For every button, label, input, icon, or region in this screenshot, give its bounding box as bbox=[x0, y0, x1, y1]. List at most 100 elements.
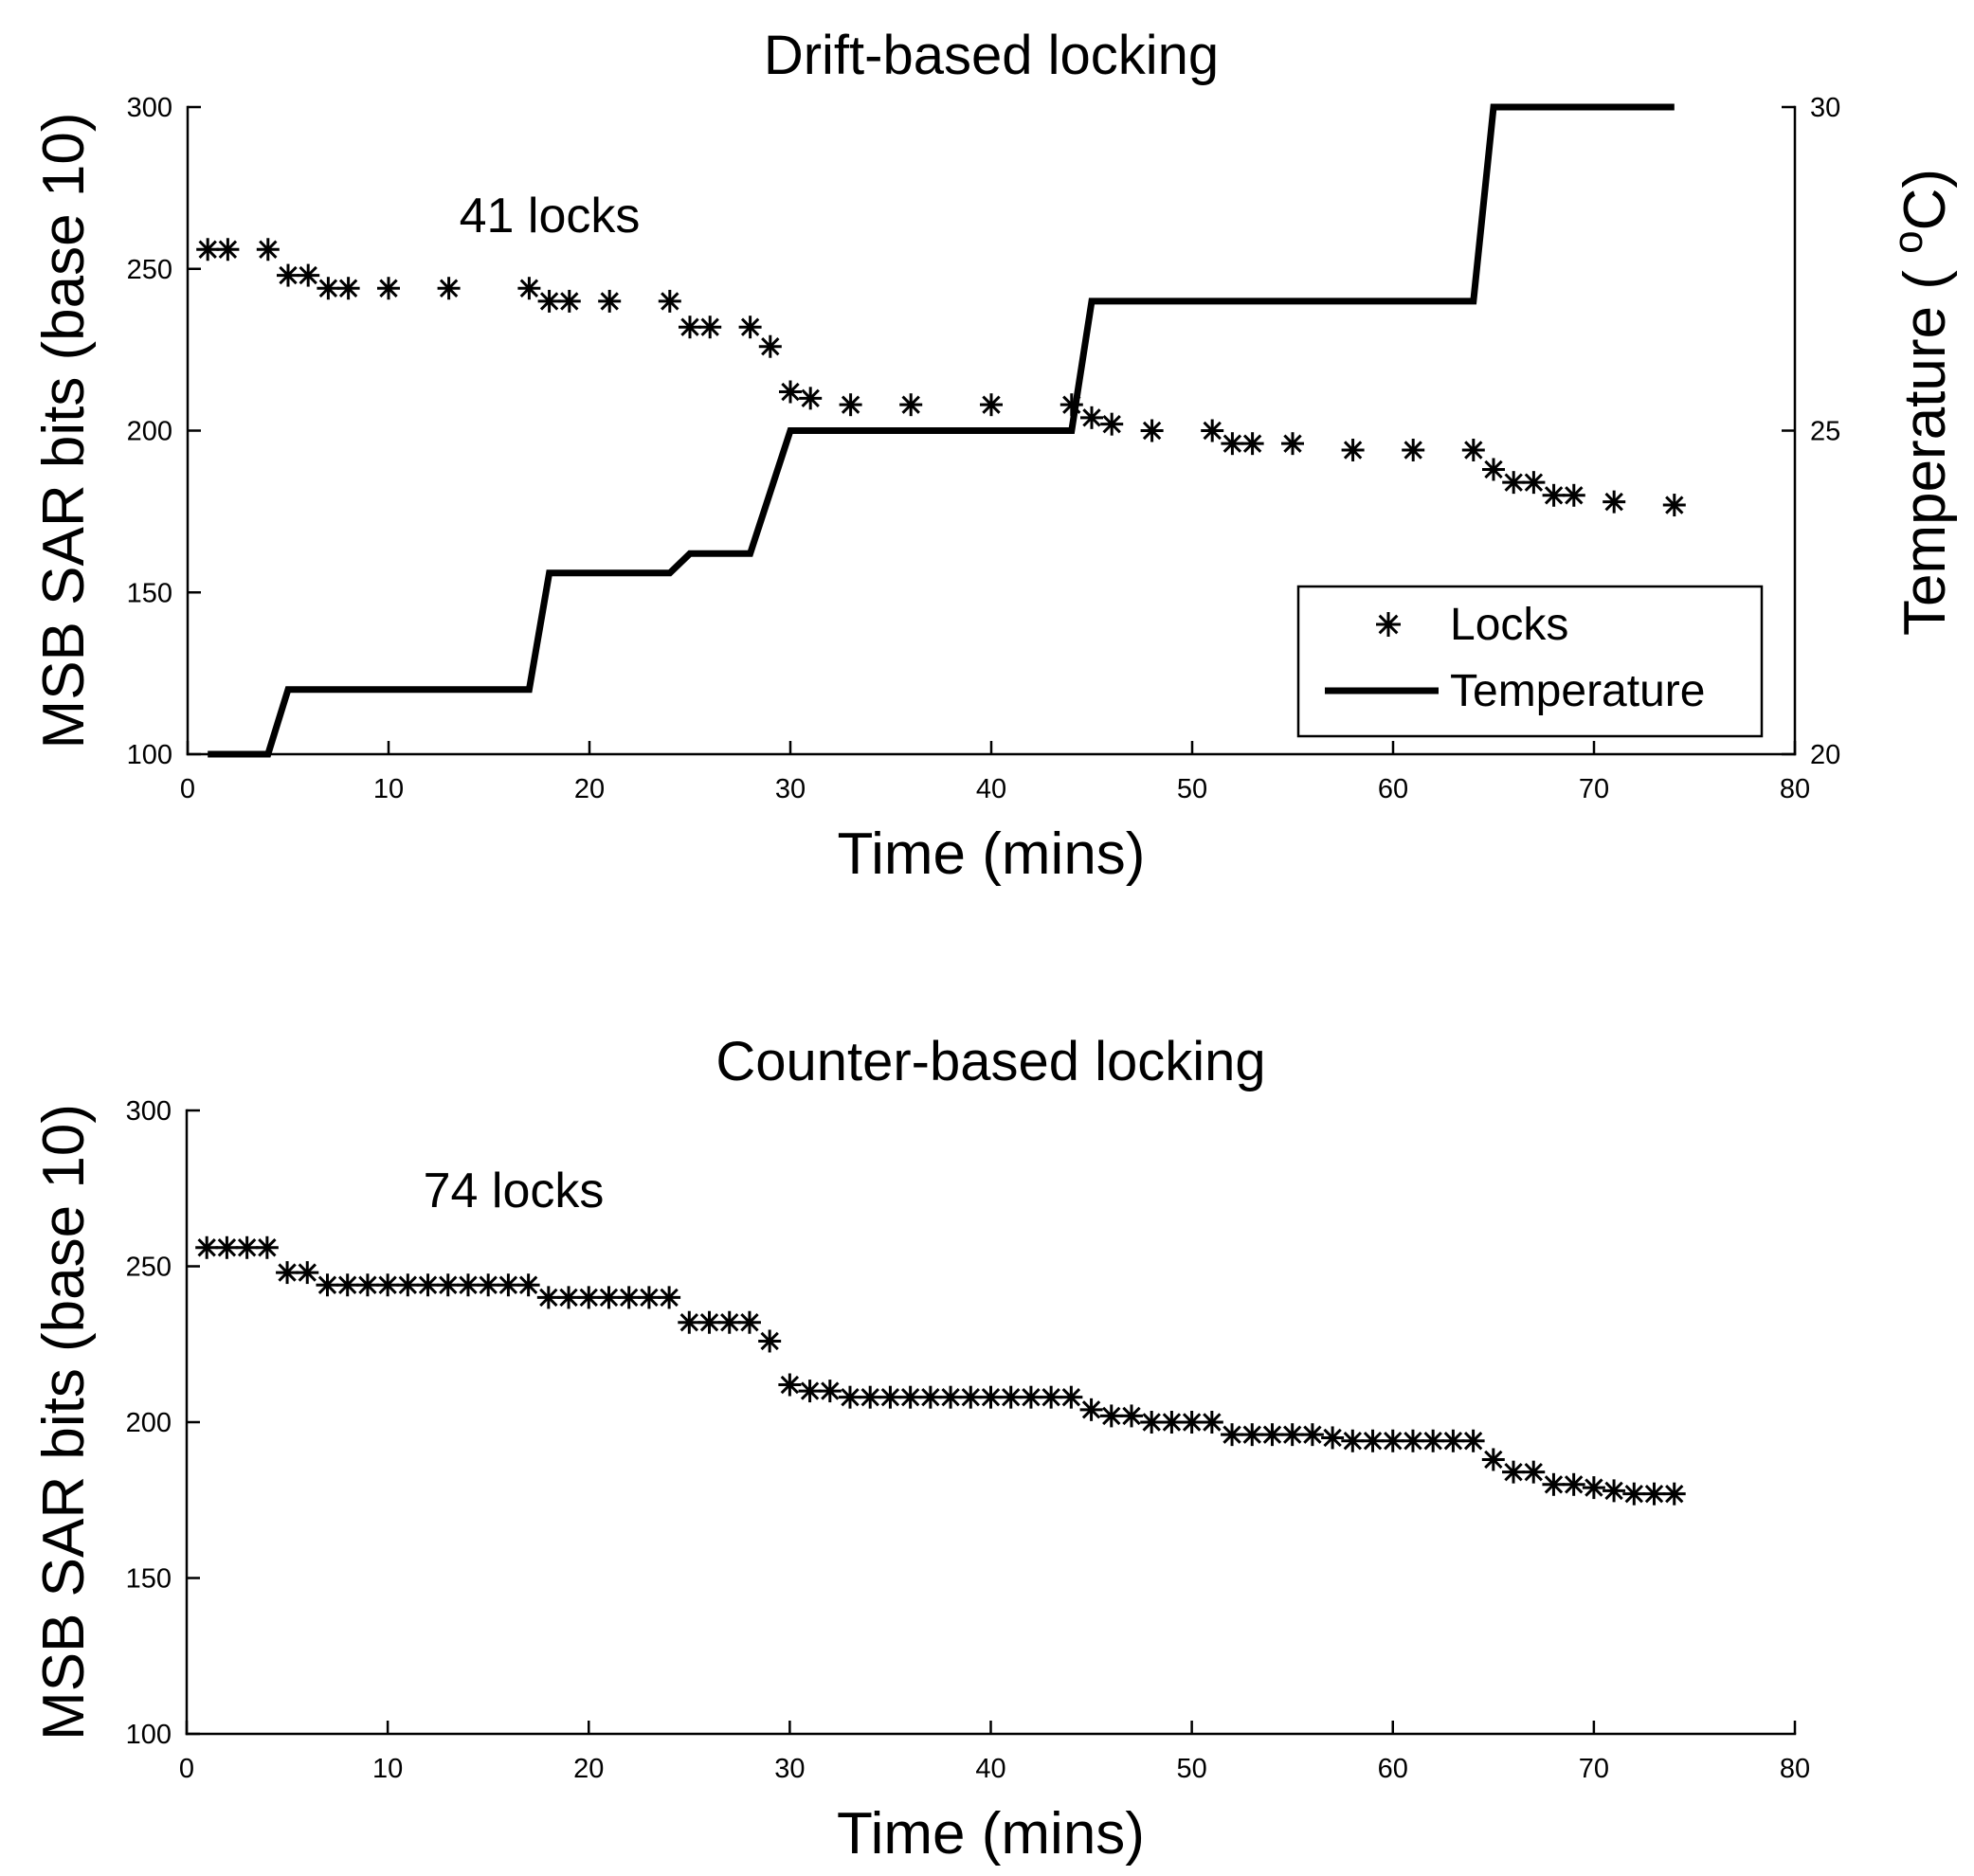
lock-point bbox=[1422, 1429, 1445, 1452]
asterisk-stroke bbox=[1384, 1432, 1403, 1451]
lock-point bbox=[1140, 419, 1164, 442]
lock-point bbox=[1461, 438, 1485, 461]
lock-point bbox=[1119, 1404, 1143, 1428]
lock-count-annotation: 41 locks bbox=[460, 189, 641, 244]
asterisk-stroke bbox=[1343, 1432, 1363, 1451]
x-tick-label: 0 bbox=[180, 774, 195, 804]
lock-point bbox=[818, 1380, 842, 1403]
lock-point bbox=[1059, 1385, 1083, 1409]
asterisk-stroke bbox=[338, 279, 358, 298]
x-tick-label: 50 bbox=[1176, 1754, 1206, 1784]
x-axis-label: Time (mins) bbox=[838, 821, 1146, 887]
lock-point bbox=[456, 1273, 480, 1297]
x-tick-label: 20 bbox=[574, 774, 605, 804]
lock-point bbox=[296, 1261, 319, 1285]
y-axis-right-label-superscript: o bbox=[1885, 230, 1931, 253]
asterisk-stroke bbox=[1665, 496, 1684, 514]
asterisk-stroke bbox=[1484, 460, 1503, 479]
lock-point bbox=[1281, 432, 1304, 456]
asterisk-stroke bbox=[258, 1238, 277, 1257]
lock-point bbox=[1482, 458, 1505, 481]
lock-point bbox=[355, 1273, 379, 1297]
lock-point bbox=[1622, 1482, 1646, 1506]
y-axis-right-label-text: Temperature ( bbox=[1893, 254, 1958, 636]
lock-point bbox=[1401, 1429, 1424, 1452]
lock-point bbox=[637, 1286, 661, 1309]
asterisk-stroke bbox=[1363, 1432, 1383, 1451]
lock-point bbox=[557, 1286, 581, 1309]
asterisk-stroke bbox=[1404, 1432, 1422, 1451]
x-tick-label: 0 bbox=[179, 1754, 194, 1784]
y-tick-label: 150 bbox=[127, 578, 172, 608]
asterisk-stroke bbox=[640, 1288, 659, 1308]
lock-point bbox=[658, 1286, 681, 1309]
lock-point bbox=[597, 1286, 621, 1309]
lock-point bbox=[738, 316, 762, 339]
asterisk-stroke bbox=[1022, 1387, 1041, 1407]
asterisk-stroke bbox=[1082, 408, 1101, 427]
lock-point bbox=[477, 1273, 500, 1297]
asterisk-stroke bbox=[1102, 1406, 1121, 1426]
lock-point bbox=[1522, 1460, 1546, 1484]
asterisk-stroke bbox=[1504, 1462, 1523, 1482]
asterisk-stroke bbox=[298, 1263, 317, 1282]
asterisk-stroke bbox=[1644, 1484, 1664, 1504]
asterisk-stroke bbox=[661, 292, 679, 311]
asterisk-stroke bbox=[1203, 421, 1222, 441]
lock-point bbox=[235, 1236, 259, 1259]
lock-point bbox=[497, 1273, 520, 1297]
asterisk-stroke bbox=[740, 1313, 759, 1332]
asterisk-stroke bbox=[498, 1275, 518, 1294]
asterisk-stroke bbox=[439, 1275, 458, 1294]
lock-point bbox=[1200, 1411, 1223, 1434]
lock-point bbox=[297, 263, 320, 287]
y-tick-label: 300 bbox=[127, 93, 172, 123]
lock-point bbox=[396, 1273, 420, 1297]
lock-point bbox=[980, 393, 1003, 417]
asterisk-stroke bbox=[1242, 434, 1262, 453]
asterisk-stroke bbox=[1484, 1450, 1503, 1470]
asterisk-stroke bbox=[981, 1387, 1001, 1407]
asterisk-stroke bbox=[559, 1288, 578, 1308]
asterisk-stroke bbox=[197, 1238, 216, 1257]
asterisk-stroke bbox=[900, 1387, 920, 1407]
lock-point bbox=[377, 277, 400, 300]
asterisk-stroke bbox=[1222, 1425, 1241, 1444]
lock-point bbox=[1221, 1423, 1244, 1447]
asterisk-stroke bbox=[1464, 441, 1483, 460]
lock-point bbox=[1502, 471, 1526, 495]
asterisk-stroke bbox=[619, 1288, 639, 1308]
asterisk-stroke bbox=[781, 382, 800, 402]
asterisk-stroke bbox=[600, 292, 619, 311]
asterisk-stroke bbox=[680, 317, 699, 336]
asterisk-stroke bbox=[439, 279, 459, 298]
lock-point bbox=[1522, 471, 1546, 495]
lock-point bbox=[196, 238, 220, 262]
lock-point bbox=[1040, 1385, 1063, 1409]
lock-point bbox=[1562, 483, 1585, 507]
lock-point bbox=[376, 1273, 400, 1297]
lock-point bbox=[737, 1310, 761, 1334]
lock-point bbox=[839, 1385, 862, 1409]
asterisk-stroke bbox=[700, 317, 719, 336]
asterisk-stroke bbox=[901, 395, 920, 414]
x-tick-label: 10 bbox=[372, 1754, 403, 1784]
asterisk-stroke bbox=[961, 1387, 980, 1407]
asterisk-stroke bbox=[1624, 1484, 1644, 1504]
lock-point bbox=[717, 1310, 741, 1334]
asterisk-stroke bbox=[317, 1275, 337, 1294]
x-tick-label: 80 bbox=[1780, 1754, 1810, 1784]
asterisk-stroke bbox=[740, 317, 760, 336]
lock-point bbox=[1280, 1423, 1304, 1447]
lock-point bbox=[1381, 1429, 1404, 1452]
y-tick-label: 250 bbox=[127, 255, 172, 285]
asterisk-stroke bbox=[699, 1313, 719, 1332]
lock-point bbox=[698, 316, 722, 339]
lock-point bbox=[1300, 1423, 1324, 1447]
y-tick-label: 100 bbox=[126, 1720, 172, 1750]
asterisk-stroke bbox=[279, 265, 298, 285]
lock-point bbox=[878, 1385, 902, 1409]
legend-locks-marker bbox=[1376, 612, 1401, 637]
lock-point bbox=[1642, 1482, 1666, 1506]
lock-point bbox=[1341, 1429, 1365, 1452]
